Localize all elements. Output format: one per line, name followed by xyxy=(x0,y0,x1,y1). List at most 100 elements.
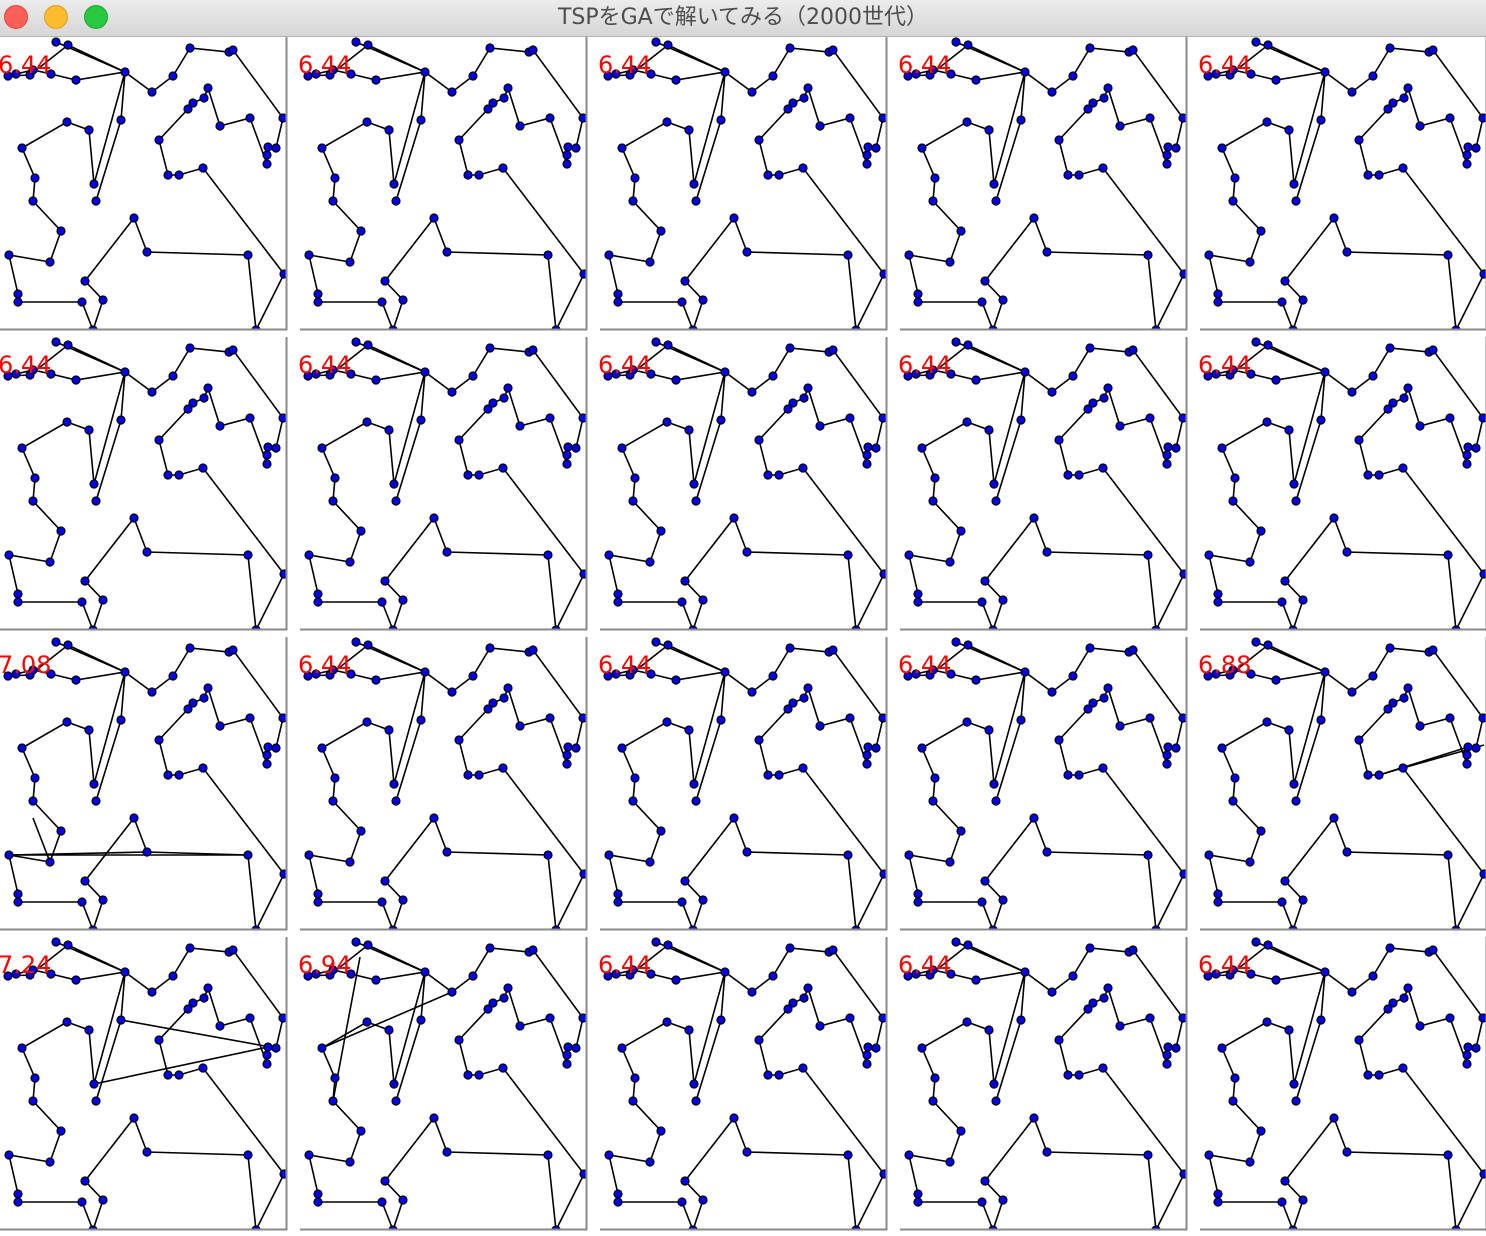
city-node xyxy=(328,1096,338,1106)
city-node xyxy=(391,196,401,206)
city-node xyxy=(251,925,261,929)
city-node xyxy=(578,713,586,723)
city-node xyxy=(56,826,66,836)
city-node xyxy=(1462,759,1472,769)
city-node xyxy=(1385,343,1395,353)
city-node xyxy=(398,1195,408,1205)
city-node xyxy=(1288,1225,1298,1229)
city-node xyxy=(89,1079,99,1089)
tour-path xyxy=(307,341,585,629)
city-node xyxy=(971,675,981,685)
city-node xyxy=(604,850,614,860)
city-node xyxy=(262,150,272,160)
city-node xyxy=(977,1197,987,1207)
city-node xyxy=(662,117,672,127)
city-node xyxy=(154,1035,164,1045)
city-node xyxy=(904,250,914,260)
city-node xyxy=(684,1025,694,1035)
city-node xyxy=(1256,826,1266,836)
city-node xyxy=(129,513,139,523)
city-node xyxy=(977,897,987,907)
city-node xyxy=(1388,698,1398,708)
city-node xyxy=(363,40,373,50)
city-node xyxy=(774,1070,784,1080)
city-node xyxy=(1403,83,1413,93)
city-node xyxy=(311,969,321,979)
city-node xyxy=(1428,645,1438,655)
city-node xyxy=(483,704,493,714)
city-node xyxy=(1099,693,1109,703)
city-node xyxy=(377,297,387,307)
city-node xyxy=(28,965,38,975)
city-node xyxy=(80,276,90,286)
city-node xyxy=(617,443,627,453)
city-node xyxy=(88,925,98,929)
city-node xyxy=(798,763,808,773)
city-node xyxy=(4,250,14,260)
city-node xyxy=(183,1004,193,1014)
city-node xyxy=(1342,247,1352,257)
city-node xyxy=(45,257,55,267)
city-node xyxy=(991,496,1001,506)
close-button[interactable] xyxy=(4,5,28,29)
city-node xyxy=(28,365,38,375)
city-node xyxy=(1291,196,1301,206)
city-node xyxy=(45,557,55,567)
city-node xyxy=(991,196,1001,206)
city-node xyxy=(742,547,752,557)
tour-panel: 6.44 xyxy=(898,337,1188,631)
city-node xyxy=(988,925,998,929)
city-node xyxy=(142,847,152,857)
city-node xyxy=(1385,43,1395,53)
city-node xyxy=(317,1043,327,1053)
fitness-score: 6.44 xyxy=(898,351,951,379)
city-node xyxy=(988,325,998,329)
city-node xyxy=(1329,513,1339,523)
city-node xyxy=(1289,1079,1299,1089)
city-node xyxy=(528,45,538,55)
city-node xyxy=(1171,143,1181,153)
maximize-button[interactable] xyxy=(84,5,108,29)
city-node xyxy=(945,1157,955,1167)
city-node xyxy=(545,413,555,423)
city-node xyxy=(1246,969,1256,979)
city-node xyxy=(1289,479,1299,489)
tour-path xyxy=(307,941,585,1229)
city-node xyxy=(754,735,764,745)
city-node xyxy=(980,276,990,286)
city-node xyxy=(89,479,99,489)
city-node xyxy=(304,550,314,560)
city-node xyxy=(503,383,513,393)
tour-panel: 6.44 xyxy=(898,937,1188,1231)
city-node xyxy=(1085,43,1095,53)
city-node xyxy=(1230,173,1240,183)
city-node xyxy=(563,1042,573,1052)
city-node xyxy=(1047,387,1057,397)
city-node xyxy=(798,1063,808,1073)
panel-frame xyxy=(300,937,588,1231)
city-node xyxy=(962,1017,972,1027)
city-node xyxy=(1428,345,1438,355)
city-node xyxy=(498,763,508,773)
city-node xyxy=(1368,371,1378,381)
city-node xyxy=(1085,943,1095,953)
city-node xyxy=(571,443,581,453)
city-node xyxy=(1162,150,1172,160)
city-node xyxy=(1374,170,1384,180)
city-node xyxy=(1291,496,1301,506)
city-node xyxy=(271,143,281,153)
city-node xyxy=(120,967,130,977)
city-node xyxy=(1128,645,1138,655)
panel-frame xyxy=(600,37,888,331)
city-node xyxy=(879,569,886,579)
city-node xyxy=(1288,925,1298,929)
city-node xyxy=(1145,113,1155,123)
city-node xyxy=(380,876,390,886)
city-node xyxy=(228,345,238,355)
minimize-button[interactable] xyxy=(44,5,68,29)
city-node xyxy=(1074,170,1084,180)
city-node xyxy=(1463,1042,1473,1052)
city-node xyxy=(1347,687,1357,697)
city-node xyxy=(720,967,730,977)
city-node xyxy=(1280,1176,1290,1186)
